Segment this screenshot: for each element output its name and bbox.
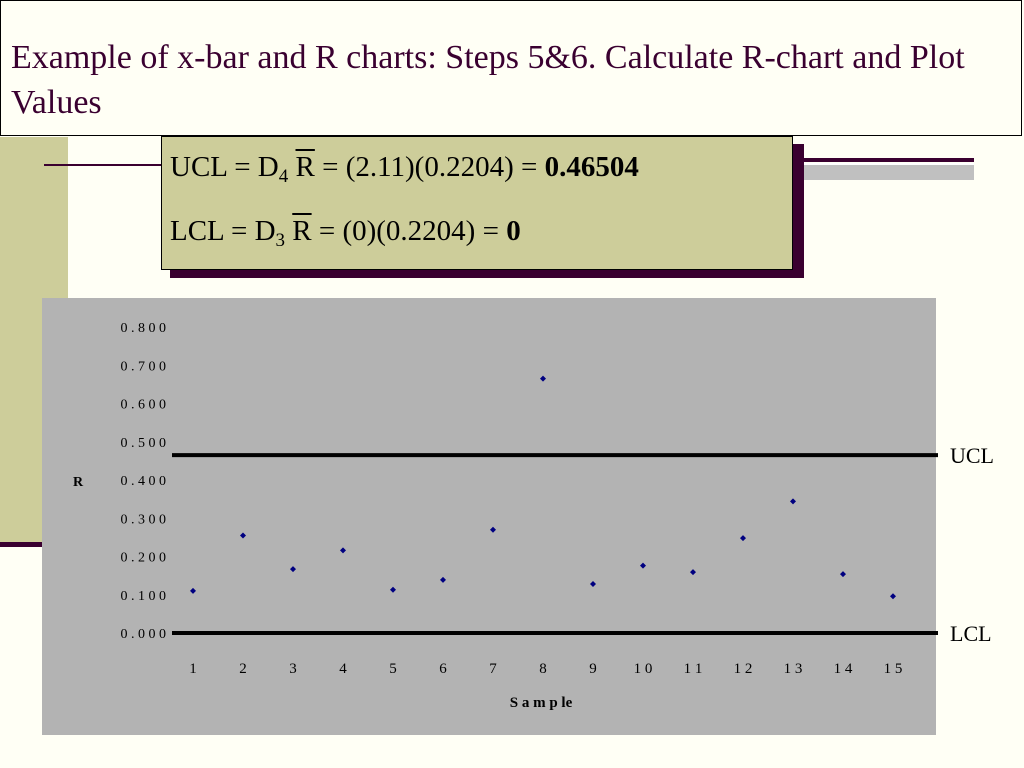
decorative-rule-left [44,164,162,166]
lcl-line-label: LCL [950,621,992,646]
title-box: Example of x-bar and R charts: Steps 5&6… [0,0,1022,136]
data-point [790,498,796,505]
lcl-rbar: R [292,215,312,247]
x-axis-label: S a m p le [510,695,573,711]
x-tick-label: 1 0 [634,661,653,677]
data-point [640,562,646,569]
data-point [190,587,196,594]
data-point [290,566,296,573]
x-tick-label: 2 [239,661,247,677]
ucl-line-label: UCL [950,443,994,468]
x-tick-label: 9 [589,661,597,677]
x-tick-label: 4 [339,661,347,677]
y-tick-label: 0 . 7 0 0 [121,359,167,374]
data-point [690,569,696,576]
lcl-coefficient: D [254,215,276,247]
y-tick-label: 0 . 0 0 0 [121,627,167,642]
ucl-formula: UCL = D4 R = (2.11)(0.2204) = 0.46504 [170,151,639,187]
x-tick-label: 8 [539,661,547,677]
data-points [190,375,896,600]
ucl-label: UCL [170,151,227,183]
data-point [490,526,496,533]
data-point [590,581,596,588]
x-tick-label: 1 4 [834,661,853,677]
data-point [240,532,246,539]
x-tick-label: 6 [439,661,447,677]
lcl-label: LCL [170,215,224,247]
lcl-coefficient-subscript: 3 [275,230,286,251]
data-point [440,576,446,583]
x-tick-label: 7 [489,661,497,677]
y-tick-label: 0 . 4 0 0 [121,474,167,489]
ucl-expression: = (2.11)(0.2204) = [322,151,538,183]
x-tick-label: 5 [389,661,397,677]
control-lines: UCL LCL [172,443,994,646]
lcl-formula: LCL = D3 R = (0)(0.2204) = 0 [170,215,521,251]
decorative-rule-right [794,158,974,162]
ucl-rbar: R [295,151,315,183]
y-tick-label: 0 . 6 0 0 [121,398,167,413]
decorative-rule-right-shadow [794,163,974,180]
lcl-result: 0 [506,215,521,247]
data-point [890,593,896,600]
x-tick-label: 1 [189,661,197,677]
formula-box: UCL = D4 R = (2.11)(0.2204) = 0.46504 LC… [161,136,793,270]
lcl-expression: = (0)(0.2204) = [318,215,499,247]
data-point [540,375,546,382]
ucl-result: 0.46504 [544,151,639,183]
x-tick-label: 3 [289,661,297,677]
data-point [390,586,396,593]
ucl-coefficient: D [257,151,279,183]
slide-title: Example of x-bar and R charts: Steps 5&6… [11,39,965,121]
y-tick-label: 0 . 1 0 0 [121,589,167,604]
plot-area [42,298,936,735]
y-tick-label: 0 . 2 0 0 [121,551,167,566]
data-point [840,571,846,578]
y-tick-label: 0 . 3 0 0 [121,512,167,527]
x-tick-label: 1 3 [784,661,803,677]
x-tick-label: 1 5 [884,661,903,677]
data-point [740,535,746,542]
x-tick-label: 1 1 [684,661,703,677]
decorative-rule-bottom [0,542,44,547]
y-tick-label: 0 . 8 0 0 [121,321,167,336]
y-tick-labels: 0 . 0 0 0 0 . 1 0 0 0 . 2 0 0 0 . 3 0 0 0 . … [121,321,167,642]
y-tick-label: 0 . 5 0 0 [121,436,167,451]
ucl-coefficient-subscript: 4 [278,166,289,187]
x-tick-labels: 1 2 3 4 5 6 7 8 9 1 0 1 1 1 2 1 3 1 4 1 5 [189,661,902,677]
data-point [340,547,346,554]
x-tick-label: 1 2 [734,661,753,677]
y-axis-label: R [73,475,84,490]
